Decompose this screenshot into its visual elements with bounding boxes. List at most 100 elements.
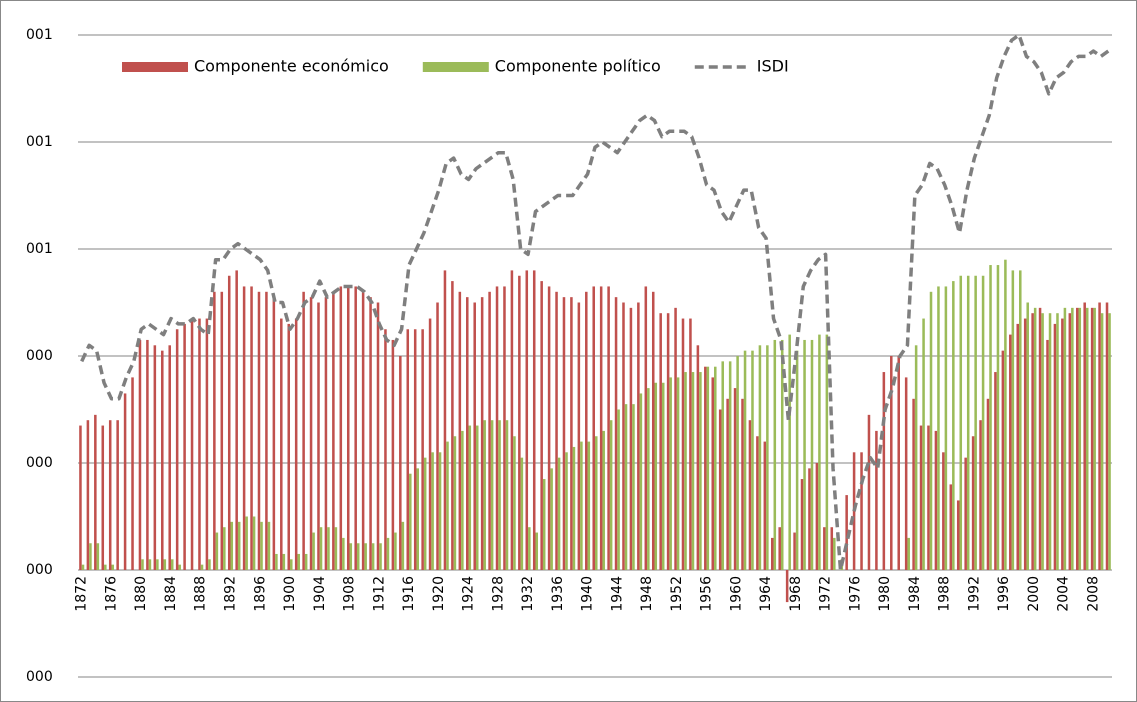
bar bbox=[275, 553, 278, 570]
bar bbox=[684, 372, 687, 570]
bar bbox=[659, 313, 662, 570]
bar bbox=[644, 286, 648, 570]
bar bbox=[1105, 302, 1109, 570]
bar bbox=[1026, 302, 1029, 570]
labels: 000 000 000 000 001 001 001 1872 1876 1880 1884 188… bbox=[26, 27, 1101, 685]
x-tick-label: 1920 bbox=[431, 576, 447, 612]
bar bbox=[974, 275, 977, 570]
bar bbox=[532, 270, 536, 570]
bar bbox=[981, 275, 985, 570]
bar bbox=[681, 318, 685, 570]
x-tick-label: 1932 bbox=[520, 576, 536, 612]
bar bbox=[480, 297, 484, 570]
bar bbox=[111, 564, 115, 570]
bar bbox=[1023, 318, 1027, 570]
bar bbox=[557, 457, 561, 570]
x-tick-label: 1976 bbox=[847, 576, 863, 612]
bar bbox=[282, 553, 286, 570]
x-tick-label: 1900 bbox=[282, 576, 298, 612]
x-tick-label: 1996 bbox=[996, 576, 1012, 612]
bar bbox=[148, 559, 152, 570]
bar bbox=[81, 564, 85, 570]
bar bbox=[163, 559, 167, 570]
bar bbox=[156, 559, 159, 570]
bar bbox=[979, 420, 982, 570]
x-tick-label: 1944 bbox=[609, 576, 625, 612]
bar bbox=[617, 409, 620, 570]
bar bbox=[475, 425, 479, 570]
x-tick-label: 1876 bbox=[103, 576, 119, 612]
bar bbox=[391, 339, 395, 570]
bar bbox=[438, 452, 442, 570]
bar bbox=[205, 318, 209, 570]
bar bbox=[505, 420, 509, 570]
bar bbox=[319, 527, 323, 570]
bar bbox=[743, 350, 747, 570]
bar bbox=[503, 286, 506, 570]
bar bbox=[1061, 318, 1064, 570]
bar bbox=[528, 527, 531, 570]
x-tick-label: 1892 bbox=[222, 576, 238, 612]
bar bbox=[458, 291, 462, 570]
bar bbox=[971, 436, 975, 570]
bar bbox=[453, 436, 457, 570]
bar bbox=[956, 500, 960, 570]
bar bbox=[572, 446, 576, 570]
bar bbox=[609, 420, 613, 570]
bar bbox=[780, 339, 784, 570]
bar bbox=[565, 452, 568, 570]
bar bbox=[1056, 313, 1059, 570]
legend-swatch bbox=[422, 62, 489, 72]
x-tick-label: 1948 bbox=[639, 576, 655, 612]
bar bbox=[260, 521, 263, 570]
bar bbox=[1019, 270, 1022, 570]
bar bbox=[518, 275, 521, 570]
x-tick-label: 1980 bbox=[877, 576, 893, 612]
bar bbox=[773, 339, 777, 570]
bar bbox=[423, 457, 427, 570]
bar bbox=[810, 339, 814, 570]
bar bbox=[428, 318, 432, 570]
bar bbox=[215, 532, 219, 570]
bar bbox=[803, 339, 806, 570]
bar bbox=[1108, 313, 1111, 570]
bar bbox=[461, 430, 464, 570]
bar bbox=[86, 420, 90, 570]
x-tick-label: 1872 bbox=[74, 576, 90, 612]
bar bbox=[1046, 339, 1049, 570]
y-tick-label: 000 bbox=[26, 455, 53, 471]
bar bbox=[399, 356, 402, 570]
x-tick-label: 1988 bbox=[937, 576, 953, 612]
bar bbox=[1053, 323, 1057, 570]
bar bbox=[674, 307, 677, 570]
bar bbox=[994, 372, 997, 570]
bar bbox=[198, 318, 201, 570]
bar bbox=[637, 302, 640, 570]
bar bbox=[929, 291, 933, 570]
bar bbox=[595, 436, 598, 570]
bar bbox=[96, 543, 100, 570]
bar bbox=[304, 553, 308, 570]
legend: Componente económico Componente político I… bbox=[122, 57, 789, 76]
bar bbox=[632, 404, 635, 570]
bar bbox=[178, 564, 181, 570]
bar bbox=[346, 286, 350, 570]
bar bbox=[689, 318, 692, 570]
legend-swatch bbox=[122, 62, 188, 72]
bar bbox=[964, 457, 967, 570]
bar bbox=[550, 468, 553, 570]
bar bbox=[808, 468, 811, 570]
x-tick-label: 1992 bbox=[966, 576, 982, 612]
x-tick-label: 1964 bbox=[758, 576, 774, 612]
bar bbox=[245, 516, 248, 570]
bar bbox=[1016, 323, 1020, 570]
bar bbox=[361, 291, 365, 570]
bar bbox=[830, 527, 834, 570]
bar bbox=[711, 377, 715, 570]
bar bbox=[699, 372, 702, 570]
y-tick-label: 000 bbox=[26, 348, 53, 364]
x-tick-label: 1880 bbox=[133, 576, 149, 612]
bar bbox=[555, 291, 558, 570]
bar bbox=[1004, 259, 1007, 570]
bar bbox=[766, 345, 769, 570]
